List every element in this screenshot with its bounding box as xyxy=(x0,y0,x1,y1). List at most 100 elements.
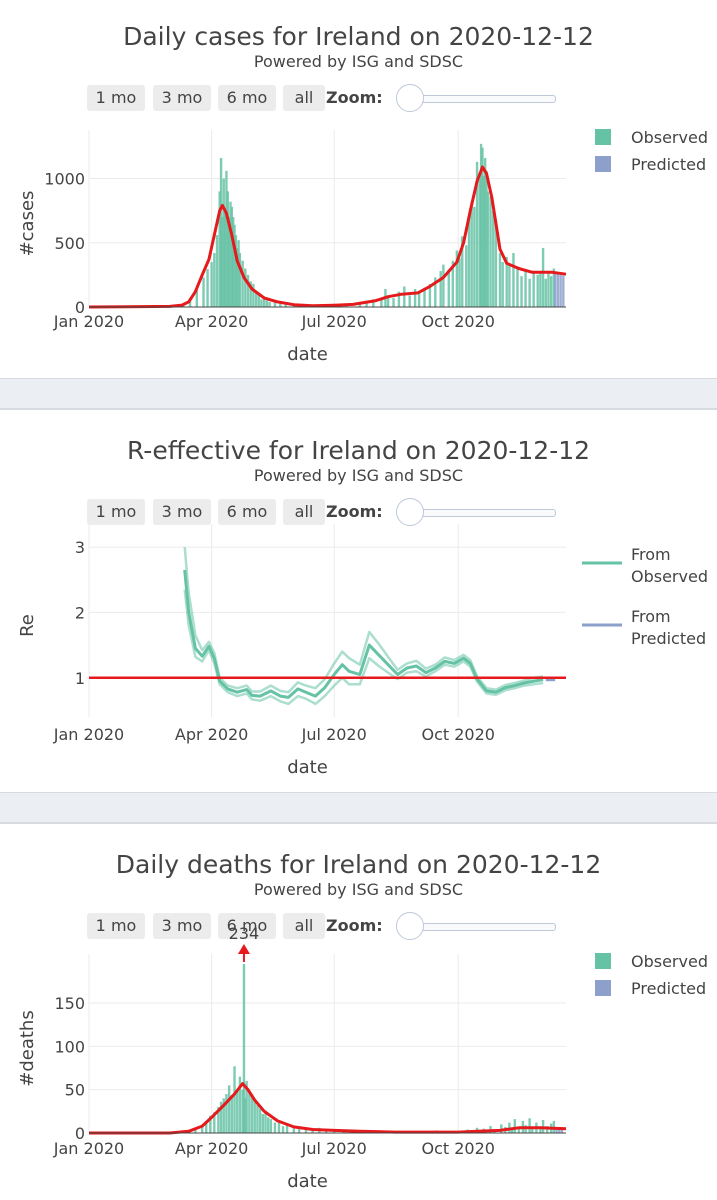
cases-subtitle: Powered by ISG and SDSC xyxy=(253,52,464,71)
re-band-line xyxy=(183,546,544,694)
bar xyxy=(264,1110,267,1133)
bar xyxy=(219,157,223,307)
range-button-1mo[interactable]: 1 mo xyxy=(87,913,145,939)
x-tick-label: Jan 2020 xyxy=(53,312,124,331)
bar xyxy=(489,196,492,307)
bar xyxy=(227,1085,231,1133)
y-axis-title: #cases xyxy=(17,191,38,257)
trend-line xyxy=(88,165,567,309)
annotation-arrowhead xyxy=(237,944,250,954)
bar xyxy=(241,1089,244,1133)
zoom-label: Zoom: xyxy=(326,88,383,107)
x-tick-label: Oct 2020 xyxy=(421,1139,494,1158)
bar xyxy=(257,292,260,307)
bar xyxy=(226,191,229,307)
bar xyxy=(517,1127,521,1133)
bar xyxy=(451,260,455,307)
bar xyxy=(541,247,545,307)
bar xyxy=(205,1120,208,1133)
zoom-slider-knob[interactable] xyxy=(396,84,424,112)
bar xyxy=(512,253,515,307)
x-tick-label: Apr 2020 xyxy=(175,312,248,331)
bar xyxy=(465,245,468,307)
bar xyxy=(403,286,406,307)
bar xyxy=(229,201,232,307)
bar xyxy=(372,299,375,307)
reff-chart: 1 2 3 Jan 2020 Apr 2020 Jul 2020 Oct 2020 date R… xyxy=(17,524,708,778)
bar xyxy=(549,276,553,307)
bar xyxy=(439,271,442,307)
bar xyxy=(513,1119,516,1133)
deaths-title: Daily deaths for Ireland on 2020-12-12 xyxy=(115,850,602,879)
bar xyxy=(358,304,362,307)
zoom-slider-knob[interactable] xyxy=(396,498,424,526)
bar xyxy=(311,1130,314,1133)
bar xyxy=(386,296,390,307)
bar xyxy=(492,210,495,307)
bar xyxy=(225,1094,228,1133)
bar xyxy=(413,289,417,307)
bar xyxy=(195,290,198,307)
bar xyxy=(508,264,511,307)
bar xyxy=(560,1128,564,1133)
bar xyxy=(213,253,216,307)
bar xyxy=(434,277,437,307)
legend-label: From xyxy=(631,545,671,564)
bar xyxy=(273,1122,277,1133)
y-tick-label: 500 xyxy=(54,234,85,253)
range-button-all[interactable]: all xyxy=(283,85,325,111)
range-button-1mo[interactable]: 1 mo xyxy=(87,85,145,111)
bar xyxy=(260,299,263,307)
bar xyxy=(539,1126,542,1133)
bar xyxy=(238,1076,242,1133)
y-tick-label: 2 xyxy=(75,603,85,622)
bar xyxy=(265,300,269,307)
bar xyxy=(552,268,556,307)
bar xyxy=(222,1098,225,1133)
bar xyxy=(248,1092,251,1133)
cases-panel: Daily cases for Ireland on 2020-12-12 Po… xyxy=(0,0,717,378)
bar xyxy=(486,191,490,307)
bar xyxy=(234,235,238,307)
bar xyxy=(217,1107,220,1133)
panel-divider xyxy=(0,378,717,410)
range-button-1mo[interactable]: 1 mo xyxy=(87,499,145,525)
bar xyxy=(215,235,219,307)
deaths-chart: 0 50 100 150 Jan 2020 Apr 2020 Jul 2020 Oct 202… xyxy=(17,924,708,1192)
legend-swatch xyxy=(595,953,611,969)
bar xyxy=(277,1120,281,1133)
bar xyxy=(478,178,481,307)
bar xyxy=(233,224,236,307)
range-button-3mo[interactable]: 3 mo xyxy=(153,913,211,939)
x-axis-title: date xyxy=(287,757,328,778)
range-button-6mo[interactable]: 6 mo xyxy=(218,85,276,111)
range-button-3mo[interactable]: 3 mo xyxy=(153,85,211,111)
y-tick-label: 100 xyxy=(54,1037,85,1056)
bar xyxy=(481,147,484,307)
range-button-3mo[interactable]: 3 mo xyxy=(153,499,211,525)
cases-chart: 0 500 1000 Jan 2020 Apr 2020 Jul 2020 Oct 2020… xyxy=(17,128,708,365)
legend-label: Observed xyxy=(631,952,708,971)
bar xyxy=(227,217,231,307)
bar xyxy=(279,303,282,307)
bar xyxy=(222,178,225,307)
range-button-all[interactable]: all xyxy=(283,499,325,525)
bar xyxy=(261,1113,265,1133)
bar xyxy=(304,1129,308,1133)
bar xyxy=(242,964,246,1133)
zoom-slider-knob[interactable] xyxy=(396,912,424,940)
y-tick-label: 50 xyxy=(65,1081,85,1100)
bar xyxy=(221,217,224,307)
bar xyxy=(467,217,471,307)
bar xyxy=(250,1094,254,1133)
y-tick-label: 150 xyxy=(54,994,85,1013)
range-button-6mo[interactable]: 6 mo xyxy=(218,913,276,939)
legend-label: Observed xyxy=(631,567,708,586)
x-tick-label: Jan 2020 xyxy=(53,1139,124,1158)
bar xyxy=(528,278,531,307)
bar xyxy=(559,274,562,307)
bar xyxy=(194,1129,197,1133)
range-button-6mo[interactable]: 6 mo xyxy=(218,499,276,525)
range-button-all[interactable]: all xyxy=(283,913,325,939)
bar xyxy=(254,291,258,307)
